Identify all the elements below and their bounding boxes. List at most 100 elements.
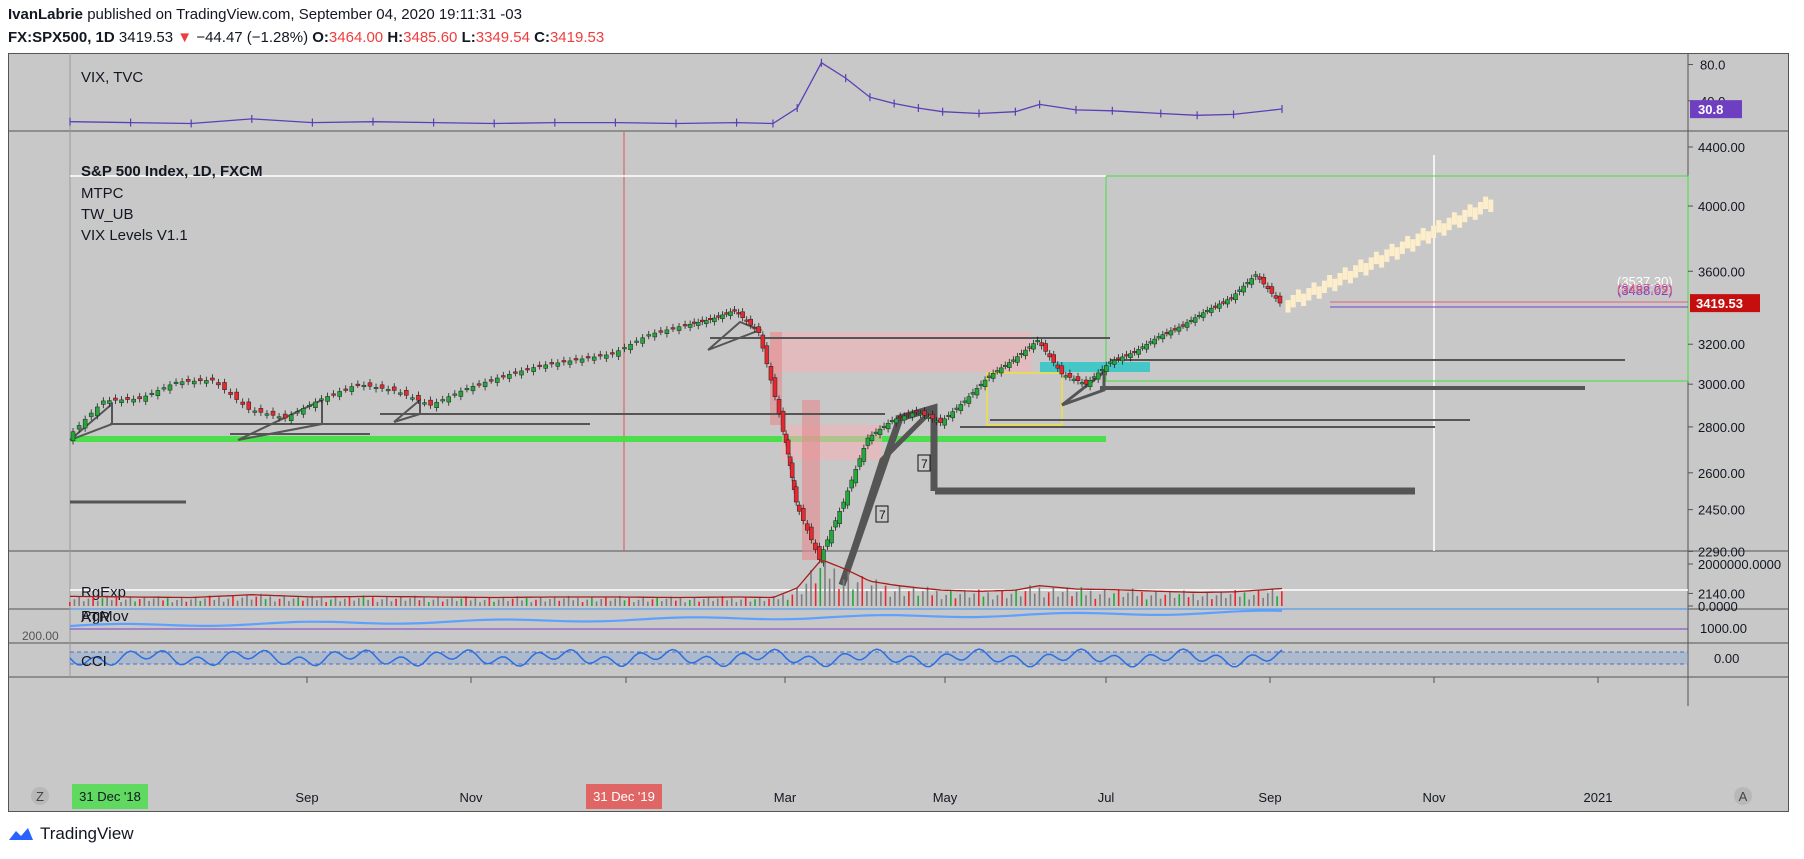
candle-body — [1132, 351, 1137, 354]
candle-body — [821, 549, 826, 564]
volume-bar — [665, 598, 668, 606]
triangle-pattern[interactable] — [393, 397, 421, 423]
volume-bar — [1178, 594, 1181, 606]
candle-body — [385, 389, 391, 392]
volume-bar — [1052, 587, 1055, 606]
volume-bar — [264, 599, 267, 606]
triangle-pattern[interactable] — [1061, 368, 1106, 407]
volume-bar — [474, 598, 477, 606]
volume-bar — [82, 601, 85, 606]
author-name[interactable]: IvanLabrie — [8, 6, 84, 23]
last-price: 3419.53 — [118, 29, 174, 46]
volume-bar — [1015, 589, 1017, 606]
candle-body — [1261, 277, 1267, 285]
price-tick-label: 2290.00 — [1698, 544, 1745, 559]
volume-bar — [1253, 595, 1255, 606]
volume-bar — [190, 599, 192, 606]
volume-bar — [978, 589, 980, 606]
cci-pane[interactable]: CCI 0.00 — [69, 648, 1739, 670]
volume-bar — [1248, 599, 1250, 606]
candle-body — [1095, 372, 1101, 380]
candle-body — [198, 378, 203, 382]
candle-body — [143, 395, 148, 402]
volume-bar — [455, 600, 458, 606]
candle-body — [622, 347, 627, 350]
candle-body — [610, 352, 615, 355]
volume-bar — [1085, 595, 1087, 606]
volume-bar — [744, 597, 747, 606]
candle-body — [561, 360, 567, 363]
forecast-bar — [1290, 294, 1296, 308]
price-pane[interactable]: S&P 500 Index, 1D, FXCM MTPC TW_UB VIX Leve… — [70, 140, 1760, 601]
triangle-pattern[interactable] — [69, 401, 113, 441]
candle-body — [732, 309, 737, 312]
candle-body — [813, 542, 818, 550]
open-label: O: — [312, 29, 329, 46]
triangle-pattern[interactable] — [707, 320, 763, 351]
candle-body — [579, 358, 585, 363]
volume-bar — [1094, 598, 1097, 606]
candle-body — [452, 393, 458, 396]
price-tick-label: 4400.00 — [1698, 140, 1745, 155]
volume-bar — [847, 571, 850, 606]
volume-bar — [605, 596, 607, 606]
volume-bar — [418, 600, 421, 606]
volume-bar — [1257, 590, 1260, 606]
candle-body — [1083, 379, 1089, 385]
green-target-box[interactable] — [1105, 175, 1689, 382]
candle-body — [82, 418, 88, 429]
left-date-label: 31 Dec '18 — [79, 789, 141, 804]
candle-body — [1245, 282, 1250, 285]
volume-bar — [460, 598, 463, 606]
volume-bar — [311, 595, 313, 606]
volume-bar — [535, 599, 537, 606]
volume-bar — [1276, 596, 1278, 606]
volume-bar — [623, 600, 626, 606]
volume-bar — [129, 597, 132, 606]
candle-body — [1027, 346, 1032, 349]
volume-bar — [777, 599, 780, 606]
candle-body — [801, 508, 806, 521]
volume-bar — [964, 590, 966, 606]
tradingview-brand[interactable]: TradingView — [8, 824, 134, 844]
volume-bar — [372, 597, 374, 606]
volume-bar — [1164, 594, 1167, 606]
volume-bar — [1136, 596, 1139, 606]
candle-body — [724, 312, 729, 315]
rgmov-pane[interactable]: RgMov 1000.00 — [69, 608, 1747, 636]
volume-bar — [409, 598, 411, 606]
candle-body — [1180, 324, 1186, 327]
volume-bar — [227, 598, 230, 606]
candle-body — [628, 343, 633, 351]
yellow-box[interactable] — [986, 372, 1063, 426]
xabcd-pattern[interactable] — [839, 406, 936, 586]
publish-info: IvanLabrie published on TradingView.com,… — [8, 6, 522, 23]
volume-bar — [581, 602, 584, 606]
volume-bar — [246, 594, 248, 606]
price-tick-label: 2140.00 — [1698, 586, 1745, 601]
cyan-zone[interactable] — [1040, 362, 1150, 372]
time-tick-label: 2021 — [1584, 790, 1613, 805]
volume-bar — [413, 595, 416, 606]
candle-body — [1176, 326, 1182, 332]
candle-body — [270, 410, 276, 416]
candle-body — [849, 479, 854, 489]
triangle-pattern[interactable] — [237, 398, 323, 441]
drawings-layer[interactable] — [69, 132, 1689, 630]
candle-body — [70, 431, 76, 442]
supply-zone[interactable] — [802, 400, 820, 560]
volume-bar — [735, 602, 738, 606]
candle-body — [325, 396, 330, 402]
volume-bar — [768, 598, 770, 606]
rgmov-title: RgMov — [81, 608, 129, 625]
volume-bar — [302, 600, 304, 606]
candle-body — [861, 448, 867, 462]
rgexp-pane[interactable]: RgExp ATR 2000000.0000 0.0000 200.00 — [22, 557, 1781, 643]
candle-body — [740, 311, 745, 318]
candle-body — [391, 386, 397, 391]
volume-bar — [819, 567, 822, 606]
vix-title: VIX, TVC — [81, 69, 143, 86]
green-level-band[interactable] — [70, 436, 1106, 442]
